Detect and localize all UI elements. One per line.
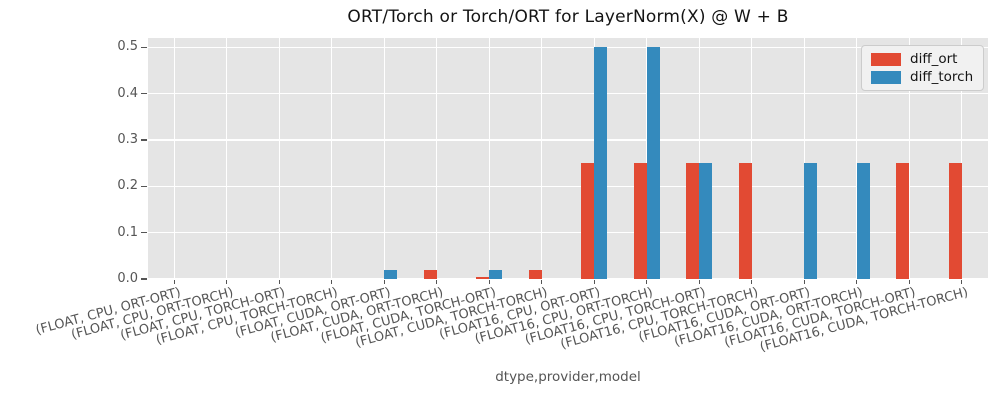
legend-item-diff-torch: diff_torch [871, 70, 974, 84]
plot-panel [148, 38, 988, 280]
gridline-horizontal [148, 139, 988, 141]
y-tick-label: 0.5 [117, 39, 138, 55]
gridline-vertical [488, 38, 490, 279]
gridline-vertical [698, 38, 700, 279]
bar-diff_ort-9 [633, 163, 647, 279]
y-tick-mark [141, 93, 147, 95]
bar-diff_ort-7 [528, 269, 542, 279]
y-tick-label: 0.2 [117, 178, 138, 194]
bar-diff_torch-10 [699, 163, 713, 279]
bar-diff_ort-15 [948, 163, 962, 279]
bar-diff_ort-6 [476, 277, 490, 279]
legend-label-diff-ort: diff_ort [910, 51, 958, 67]
y-tick-mark [141, 46, 147, 48]
x-tick-mark [173, 279, 175, 284]
legend: diff_ort diff_torch [861, 45, 984, 91]
x-tick-mark [278, 279, 280, 284]
gridline-horizontal [148, 185, 988, 187]
x-tick-mark [593, 279, 595, 284]
bar-diff_torch-9 [646, 47, 660, 279]
gridline-horizontal [148, 278, 988, 280]
x-tick-mark [226, 279, 228, 284]
gridline-vertical [278, 38, 280, 279]
legend-swatch-diff-ort-icon [871, 52, 901, 66]
y-tick-label: 0.3 [117, 131, 138, 147]
legend-swatch-diff-torch-icon [871, 70, 901, 84]
x-tick-mark [961, 279, 963, 284]
y-tick-label: 0.1 [117, 224, 138, 240]
gridline-vertical [226, 38, 228, 279]
x-tick-mark [698, 279, 700, 284]
bar-diff_torch-4 [384, 269, 398, 279]
y-tick-mark [141, 232, 147, 234]
gridline-vertical [541, 38, 543, 279]
legend-label-diff-torch: diff_torch [910, 69, 974, 85]
x-tick-mark [856, 279, 858, 284]
x-tick-mark [488, 279, 490, 284]
x-tick-mark [436, 279, 438, 284]
bar-diff_ort-11 [738, 163, 752, 279]
gridline-vertical [908, 38, 910, 279]
bar-diff_ort-8 [581, 163, 595, 279]
gridline-vertical [593, 38, 595, 279]
x-axis-label: dtype,provider,model [495, 369, 641, 385]
y-tick-label: 0.4 [117, 85, 138, 101]
x-tick-mark [331, 279, 333, 284]
bar-diff_torch-12 [804, 163, 818, 279]
gridline-horizontal [148, 92, 988, 95]
y-tick-mark [141, 139, 147, 141]
gridline-vertical [856, 38, 858, 279]
gridline-vertical [173, 38, 175, 279]
gridline-horizontal [148, 231, 988, 234]
gridline-horizontal [148, 46, 988, 48]
bar-diff_torch-6 [489, 269, 503, 279]
legend-item-diff-ort: diff_ort [871, 52, 974, 66]
bar-diff_ort-14 [896, 163, 910, 279]
bar-diff_torch-13 [856, 163, 870, 279]
gridline-vertical [646, 38, 648, 279]
gridline-vertical [331, 38, 333, 279]
gridline-vertical [383, 38, 385, 279]
x-tick-mark [646, 279, 648, 284]
x-tick-mark [541, 279, 543, 284]
bar-diff_ort-5 [423, 269, 437, 279]
x-tick-mark [803, 279, 805, 284]
gridline-vertical [803, 38, 805, 279]
x-tick-mark [383, 279, 385, 284]
bar-diff_ort-10 [686, 163, 700, 279]
y-tick-label: 0.0 [117, 271, 138, 286]
y-tick-mark [141, 185, 147, 187]
y-tick-mark [141, 278, 147, 280]
gridline-vertical [961, 38, 963, 279]
chart-title: ORT/Torch or Torch/ORT for LayerNorm(X) … [347, 7, 789, 27]
bar-diff_torch-8 [594, 47, 608, 279]
x-tick-mark [751, 279, 753, 284]
x-tick-mark [908, 279, 910, 284]
gridline-vertical [751, 38, 753, 279]
gridline-vertical [436, 38, 438, 279]
